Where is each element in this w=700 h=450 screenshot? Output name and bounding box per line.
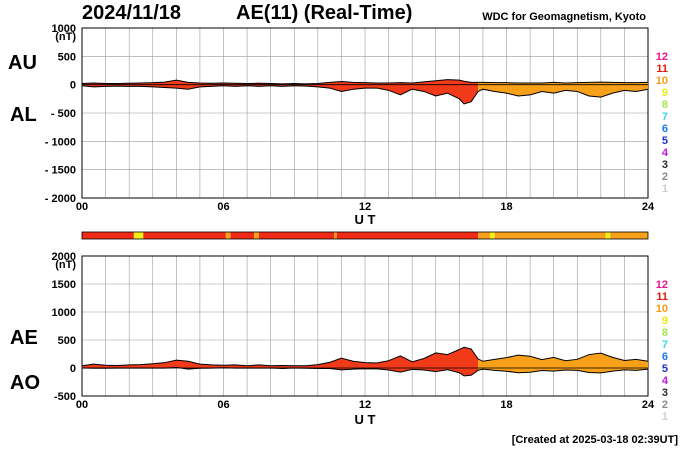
station-bar-segment: [225, 232, 231, 239]
y-tick-label: 500: [58, 51, 76, 63]
series-area-au-orange: [478, 82, 648, 85]
x-tick-label: 24: [642, 399, 655, 411]
al-label: AL: [10, 104, 37, 126]
station-bar-frame: [81, 231, 649, 240]
station-bar-segment: [230, 232, 255, 239]
station-scale-label: 4: [662, 147, 669, 159]
organization-label: WDC for Geomagnetism, Kyoto: [482, 11, 646, 23]
station-scale-label: 2: [662, 171, 668, 183]
station-scale-label: 2: [662, 399, 668, 411]
y-unit-label: (nT): [55, 259, 76, 271]
station-scale-label: 10: [656, 303, 668, 315]
station-bar-segment: [489, 232, 495, 239]
station-scale-label: 7: [662, 111, 668, 123]
station-scale-label: 10: [656, 75, 668, 87]
station-scale-label: 9: [662, 87, 668, 99]
x-tick-label: 06: [217, 399, 229, 411]
y-tick-label: 1000: [52, 307, 76, 319]
station-scale-label: 1: [662, 411, 668, 423]
ae-label: AE: [10, 327, 38, 349]
station-scale-label: 12: [656, 279, 668, 291]
plot-frame: [81, 255, 649, 397]
station-scale-label: 5: [662, 135, 668, 147]
y-tick-label: 500: [58, 335, 76, 347]
station-bar-segment: [478, 232, 490, 239]
station-scale-label: 6: [662, 123, 668, 135]
x-tick-label: 18: [500, 201, 512, 213]
station-bar-segment: [143, 232, 226, 239]
created-timestamp: [Created at 2025-03-18 02:39UT]: [511, 434, 678, 446]
y-tick-label: 0: [70, 80, 76, 92]
station-bar-segment: [133, 232, 144, 239]
y-tick-label: 0: [70, 363, 76, 375]
y-tick-label: - 1000: [45, 136, 76, 148]
x-tick-label: 00: [76, 399, 88, 411]
station-scale-label: 11: [656, 63, 668, 75]
y-tick-label: 1500: [52, 279, 76, 291]
y-tick-label: - 500: [51, 108, 76, 120]
x-axis-label: U T: [355, 212, 376, 227]
y-tick-label: 1000: [52, 23, 76, 35]
station-scale-label: 3: [662, 387, 668, 399]
x-tick-label: 00: [76, 201, 88, 213]
series-line-ae: [81, 346, 649, 367]
y-tick-label: -500: [54, 391, 76, 403]
station-bar-segment: [334, 232, 337, 239]
index-title: AE(11) (Real-Time): [236, 2, 413, 24]
x-tick-label: 24: [642, 201, 655, 213]
station-bar-segment: [610, 232, 648, 239]
station-scale-label: 8: [662, 99, 668, 111]
plot-frame: [81, 27, 649, 199]
station-bar-segment: [605, 232, 611, 239]
x-tick-label: 18: [500, 399, 512, 411]
station-scale-label: 7: [662, 339, 668, 351]
y-tick-label: 2000: [52, 251, 76, 263]
y-tick-label: - 1500: [45, 165, 76, 177]
station-bar-segment: [254, 232, 259, 239]
station-scale-label: 8: [662, 327, 668, 339]
au-label: AU: [8, 52, 37, 74]
station-scale-label: 3: [662, 159, 668, 171]
x-axis-label: U T: [355, 412, 376, 427]
station-bar-segment: [336, 232, 479, 239]
series-area-ae-orange: [478, 353, 648, 368]
station-scale-label: 9: [662, 315, 668, 327]
station-scale-label: 11: [656, 291, 668, 303]
station-bar-segment: [82, 232, 134, 239]
x-tick-label: 12: [359, 399, 371, 411]
ao-label: AO: [10, 372, 40, 394]
station-bar-segment: [494, 232, 606, 239]
station-scale-label: 1: [662, 183, 668, 195]
station-bar-segment: [258, 232, 335, 239]
x-tick-label: 06: [217, 201, 229, 213]
x-tick-label: 12: [359, 201, 371, 213]
y-unit-label: (nT): [55, 31, 76, 43]
date-title: 2024/11/18: [82, 2, 181, 24]
station-scale-label: 5: [662, 363, 668, 375]
series-area-al-red: [82, 84, 479, 104]
station-scale-label: 6: [662, 351, 668, 363]
station-scale-label: 12: [656, 51, 668, 63]
series-line-au: [81, 79, 649, 85]
y-tick-label: - 2000: [45, 193, 76, 205]
series-line-al: [81, 85, 649, 105]
station-scale-label: 4: [662, 375, 669, 387]
